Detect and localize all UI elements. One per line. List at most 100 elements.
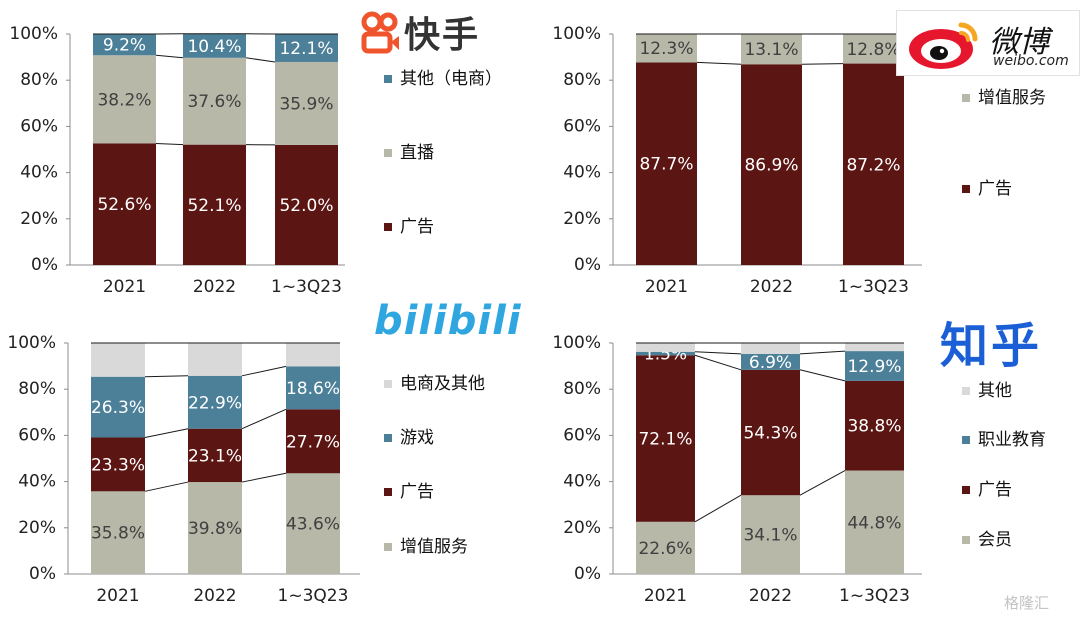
bar-segment [188,428,242,483]
x-tick-label: 2022 [750,277,793,297]
legend-swatch [384,434,392,442]
y-tick-label: 60% [563,116,601,136]
bar-segment [636,62,697,266]
data-label: 10.4% [187,37,241,57]
data-label: 87.7% [639,155,693,175]
data-label: 35.9% [279,94,333,114]
bar-segment [93,55,156,144]
legend-swatch [384,380,392,388]
bar-segment [636,521,695,574]
y-tick-label: 80% [563,379,601,399]
bar-segment [91,491,145,574]
bar-segment [843,63,904,266]
bar-segment [636,351,695,356]
data-label: 38.8% [847,417,901,437]
legend-swatch [962,486,970,494]
data-label: 23.3% [91,455,145,475]
bar-segment [93,143,156,265]
bar-segment [845,380,904,471]
bar-segment [275,61,338,145]
y-tick-label: 80% [20,70,58,90]
bar-segment [741,343,800,354]
data-label: 26.3% [91,398,145,418]
data-label: 22.9% [188,393,242,413]
bar-segment [636,355,695,522]
zhihu-logo: 知乎 [940,318,1043,374]
bar-segment [636,34,697,63]
bar-segment [741,353,800,370]
data-label: 38.2% [97,90,151,110]
y-tick-label: 20% [563,518,601,538]
legend-label: 广告 [978,480,1012,500]
legend-label: 其他 [978,381,1012,401]
kuaishou-camera-icon [360,10,400,54]
bar-segment [93,34,156,56]
series-connector [241,408,287,430]
bar-segment [845,470,904,574]
weibo-eye-icon [909,22,978,69]
data-label: 12.1% [279,39,333,59]
bar-segment [845,351,904,381]
legend-label: 直播 [400,143,434,163]
y-tick-label: 100% [9,24,58,44]
gelonghui-watermark: 格隆汇 [1004,594,1050,612]
x-tick-label: 1~3Q23 [838,277,909,297]
bar-segment [843,34,904,64]
legend-swatch [384,223,392,231]
legend-swatch [962,94,970,102]
legend-swatch [962,387,970,395]
kuaishou-logo: 快手 [360,6,480,58]
bar-segment [286,473,340,574]
data-label: 39.8% [188,519,242,539]
data-label: 18.6% [286,379,340,399]
series-connector [245,57,276,63]
x-tick-label: 1~3Q23 [839,586,910,606]
y-tick-label: 60% [18,425,56,445]
series-connector [144,375,189,378]
x-tick-label: 2021 [644,586,687,606]
series-connector [694,494,742,523]
data-label: 72.1% [638,430,692,450]
x-tick-label: 1~3Q23 [271,277,342,297]
data-label: 6.9% [749,353,792,373]
y-tick-label: 0% [574,564,601,584]
y-tick-label: 0% [574,255,601,275]
series-connector [694,351,742,355]
kuaishou-wordmark: 快手 [404,15,481,56]
data-label: 87.2% [846,155,900,175]
bar-segment [91,437,145,492]
series-connector [799,470,846,496]
bar-segment [741,64,802,265]
legend-label: 其他（电商） [400,69,502,89]
y-tick-label: 60% [20,116,58,136]
series-connector [696,61,742,65]
y-tick-label: 100% [552,24,601,44]
y-tick-label: 20% [18,518,56,538]
bar-segment [741,34,802,65]
data-label: 52.6% [97,195,151,215]
series-connector [241,365,287,377]
bar-segment [91,343,145,377]
legend-swatch [962,436,970,444]
series-connector [144,428,189,438]
bar-segment [286,366,340,410]
legend-label: 增值服务 [978,88,1046,108]
bar-segment [741,369,800,496]
bar-segment [188,343,242,376]
series-connector [241,472,287,483]
y-tick-label: 80% [18,379,56,399]
bar-segment [188,482,242,574]
x-tick-label: 2021 [645,277,688,297]
y-tick-label: 20% [20,209,58,229]
data-label: 86.9% [744,156,798,176]
data-label: 54.3% [743,424,797,444]
data-label: 13.1% [744,40,798,60]
x-tick-label: 2022 [193,586,236,606]
data-label: 44.8% [847,513,901,533]
data-label: 12.3% [639,39,693,59]
bar-segment [741,495,800,574]
weibo-url: weibo.com [993,53,1069,69]
bar-segment [636,343,695,352]
data-label: 22.6% [638,539,692,559]
data-label: 35.8% [91,524,145,544]
